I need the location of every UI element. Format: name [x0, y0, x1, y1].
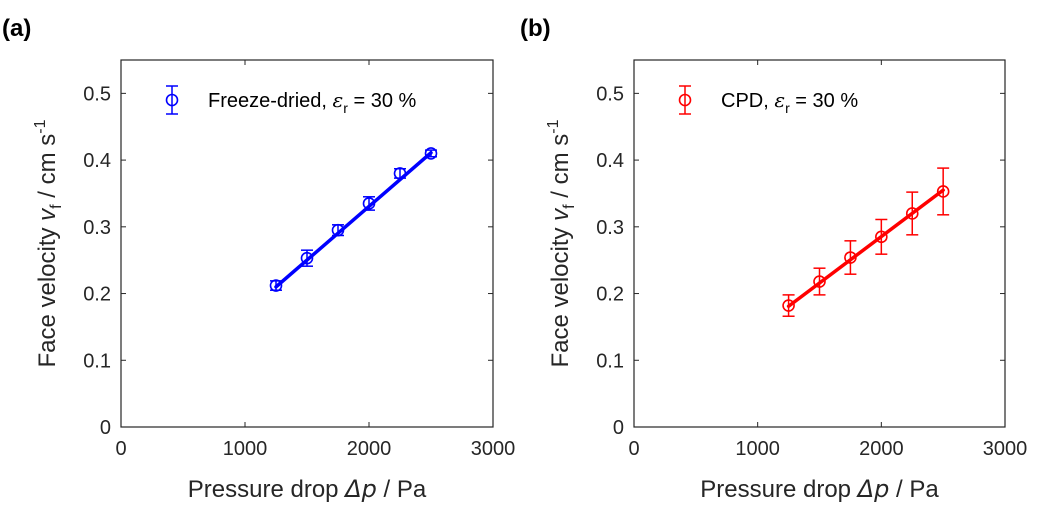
x-axis-label-symbol: Δp — [856, 475, 890, 503]
marker — [905, 207, 919, 220]
data-point — [362, 196, 376, 211]
y-axis-label-text: Face velocity — [547, 221, 574, 368]
data-point — [393, 167, 407, 180]
x-axis-label: Pressure drop Δp / Pa — [700, 475, 939, 503]
marker — [331, 223, 345, 237]
y-axis-label-symbol: v — [34, 207, 61, 221]
y-tick-label: 0.1 — [596, 350, 624, 372]
x-axis-label-text: Pressure drop — [700, 476, 857, 503]
y-axis-label-superscript: -1 — [32, 119, 49, 133]
y-tick-label: 0.4 — [83, 150, 111, 172]
x-axis-label: Pressure drop Δp / Pa — [188, 475, 427, 503]
marker — [813, 275, 826, 288]
x-tick-label: 2000 — [347, 438, 392, 460]
axes-box — [120, 59, 494, 428]
marker — [875, 230, 888, 244]
legend-label-symbol: ε — [333, 88, 344, 112]
y-tick-label: 0 — [613, 417, 624, 439]
x-tick-label: 1000 — [223, 438, 268, 460]
x-axis-label-unit: / Pa — [377, 476, 427, 503]
x-axis-label-text: Pressure drop — [188, 476, 345, 503]
data-point — [844, 240, 857, 275]
y-tick-label: 0.1 — [83, 350, 111, 372]
x-tick-label: 0 — [628, 438, 639, 460]
panel-label: (a) — [2, 15, 31, 42]
marker — [269, 279, 283, 292]
data-point — [813, 267, 826, 296]
legend-label-symbol: ε — [774, 88, 785, 112]
data-point — [331, 223, 345, 237]
legend-label-text: CPD, — [721, 90, 774, 112]
marker — [393, 167, 407, 180]
x-axis-label-unit: / Pa — [889, 476, 939, 503]
legend-label-value: = 30 % — [790, 90, 859, 112]
y-tick-label: 0.3 — [596, 217, 624, 239]
panel-b: (b) 0 1000 2000 3000 0 0.1 0.2 0.3 0.4 0.5 Pressure… — [520, 15, 1027, 503]
marker — [844, 251, 857, 264]
x-axis-label-symbol: Δp — [343, 475, 377, 503]
marker — [936, 185, 950, 198]
y-tick-label: 0.2 — [596, 284, 624, 306]
legend: Freeze-dried, εr = 30 % — [165, 85, 417, 116]
data-point — [875, 218, 888, 255]
y-tick-label: 0 — [100, 417, 111, 439]
legend-marker — [678, 93, 692, 107]
y-axis-label: Face velocity vf / cm s-1 — [32, 119, 65, 367]
y-tick-label: 0.2 — [83, 284, 111, 306]
y-axis-label-subscript: f — [561, 204, 578, 209]
y-axis-label: Face velocity vf / cm s-1 — [545, 119, 578, 367]
x-tick-label: 0 — [115, 438, 126, 460]
data-point — [936, 167, 950, 216]
panel-label: (b) — [520, 15, 551, 42]
y-axis-label-unit: / cm s — [34, 134, 61, 205]
data-point — [424, 147, 438, 160]
legend-label: Freeze-dried, εr = 30 % — [208, 88, 417, 116]
fit-line — [786, 188, 945, 308]
y-tick-label: 0.3 — [83, 217, 111, 239]
marker — [782, 299, 795, 312]
legend-label-subscript: r — [785, 100, 790, 116]
y-axis-label-text: Face velocity — [34, 221, 61, 368]
legend-label: CPD, εr = 30 % — [721, 88, 858, 116]
legend-marker — [165, 93, 179, 107]
x-tick-label: 3000 — [471, 438, 516, 460]
x-tick-label: 2000 — [859, 438, 904, 460]
marker — [424, 147, 438, 160]
legend-label-text: Freeze-dried, — [208, 90, 333, 112]
fit-line — [274, 151, 433, 289]
y-tick-label: 0.5 — [596, 83, 624, 105]
y-axis-label-subscript: f — [48, 204, 65, 209]
marker — [300, 251, 314, 265]
data-point — [905, 191, 919, 236]
axes-box — [633, 59, 1006, 428]
y-axis-label-unit: / cm s — [547, 134, 574, 205]
legend-label-subscript: r — [343, 100, 348, 116]
x-tick-label: 1000 — [735, 438, 780, 460]
legend: CPD, εr = 30 % — [678, 85, 858, 116]
data-point — [269, 279, 283, 292]
data-point — [300, 249, 314, 267]
x-tick-label: 3000 — [983, 438, 1028, 460]
y-tick-label: 0.5 — [83, 83, 111, 105]
marker — [362, 197, 376, 210]
y-axis-label-symbol: v — [547, 207, 574, 221]
data-point — [782, 294, 795, 317]
legend-label-value: = 30 % — [348, 90, 417, 112]
panel-a: (a) 0 1000 2000 3000 0 0.1 0.2 0.3 0.4 0.5 Pressure… — [2, 15, 515, 503]
y-axis-label-superscript: -1 — [545, 119, 562, 133]
y-tick-label: 0.4 — [596, 150, 624, 172]
